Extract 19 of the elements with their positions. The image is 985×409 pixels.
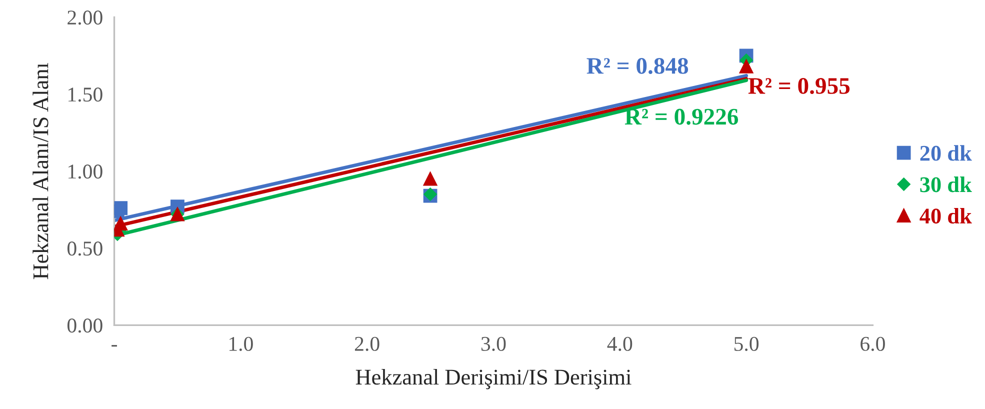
x-axis-title: Hekzanal Derişimi/IS Derişimi: [356, 369, 632, 390]
legend-label: 30 dk: [920, 176, 972, 192]
y-tick-label: 0.00: [67, 318, 102, 333]
legend-label: 20 dk: [920, 145, 972, 161]
y-axis-title: Hekzanal Alanı/IS Alanı: [32, 62, 48, 280]
x-tick-label: 5.0: [734, 336, 759, 352]
x-tick-label: 4.0: [607, 336, 632, 352]
x-tick-label: 1.0: [229, 336, 253, 352]
x-tick-label: 2.0: [354, 336, 380, 352]
y-tick-label: 1.00: [68, 164, 102, 179]
x-tick-label: 6.0: [860, 336, 885, 352]
annotation: R² = 0.848: [586, 58, 688, 74]
annotation: R² = 0.955: [748, 78, 850, 94]
legend-label: 40 dk: [920, 208, 972, 224]
x-tick-label: -: [112, 345, 117, 347]
y-tick-label: 0.50: [67, 242, 102, 256]
x-tick-label: 3.0: [481, 336, 506, 352]
y-tick-label: 2.00: [68, 10, 102, 25]
y-tick-label: 1.50: [68, 88, 102, 102]
